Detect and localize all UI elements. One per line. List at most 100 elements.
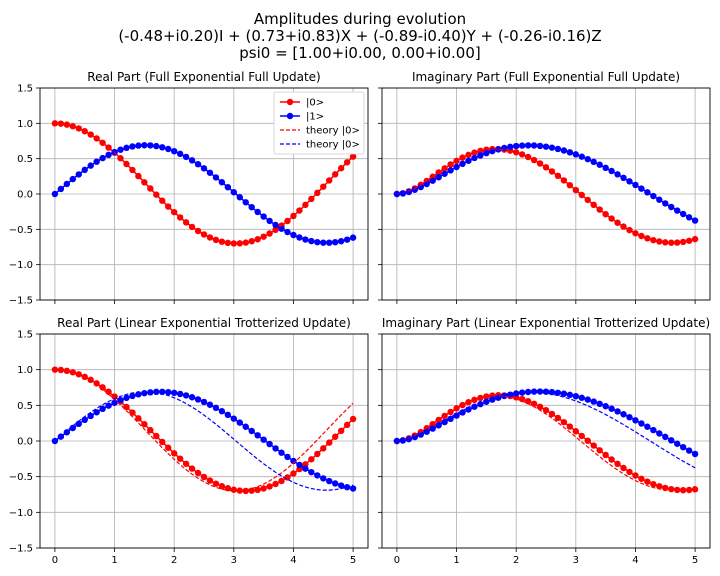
y-tick-label: 1.5 (17, 330, 33, 341)
data-point (141, 421, 148, 428)
data-point (254, 236, 261, 243)
data-point (662, 433, 669, 441)
data-point (602, 451, 609, 459)
data-point (578, 153, 585, 160)
data-point (326, 439, 333, 446)
data-point (399, 190, 407, 197)
data-point (465, 151, 472, 159)
data-point (668, 203, 675, 211)
y-tick-label: 0.5 (17, 401, 33, 412)
data-point (99, 384, 106, 391)
data-point (182, 392, 190, 399)
data-point (296, 461, 303, 469)
data-point (530, 400, 538, 407)
data-point (308, 456, 315, 463)
data-point (170, 389, 178, 397)
data-point (349, 415, 357, 423)
data-point (650, 480, 657, 488)
data-point (453, 412, 460, 419)
data-point (584, 437, 591, 444)
data-point (236, 419, 243, 426)
data-point (435, 422, 442, 429)
data-point (638, 475, 645, 482)
data-point (206, 234, 214, 241)
data-point (153, 432, 160, 440)
data-point (349, 485, 357, 492)
axes-frame (381, 333, 711, 549)
data-point (188, 394, 196, 401)
data-point (399, 437, 407, 444)
y-tick-label: 1.0 (17, 119, 33, 130)
data-point (447, 408, 454, 416)
data-point (590, 442, 597, 449)
figure-title-line-2: (-0.48+i0.20)I + (0.73+i0.83)X + (-0.89-… (118, 27, 601, 45)
data-point (51, 366, 59, 373)
axes-frame (39, 87, 369, 301)
data-point (254, 486, 261, 494)
data-point (566, 423, 574, 430)
data-point (308, 237, 315, 245)
data-point (63, 429, 71, 436)
data-point (332, 480, 339, 487)
data-point (685, 447, 693, 454)
theory-line-4 (54, 144, 354, 244)
data-point (242, 239, 249, 246)
data-point (614, 460, 621, 468)
data-point (512, 149, 520, 156)
data-point (620, 223, 627, 230)
data-point (626, 178, 633, 185)
data-point (290, 457, 297, 465)
data-point (656, 483, 663, 490)
y-tick-label: −1.5 (9, 296, 33, 307)
data-point (644, 423, 651, 430)
data-point (554, 414, 562, 422)
data-point (393, 437, 401, 445)
data-point (99, 405, 106, 413)
theory-line-4 (396, 144, 696, 222)
data-point (260, 485, 267, 492)
data-point (608, 405, 615, 412)
theory-line-3 (396, 395, 696, 491)
data-point (572, 428, 580, 435)
data-point (518, 395, 526, 403)
data-point (230, 415, 238, 422)
data-point (626, 226, 633, 234)
data-point (266, 440, 273, 448)
data-point (477, 394, 484, 402)
data-point (343, 421, 351, 429)
data-point (584, 155, 591, 163)
data-point (590, 158, 597, 166)
y-tick-label: −1.0 (9, 260, 33, 271)
x-tick-label: 1 (111, 555, 117, 566)
data-point (272, 445, 279, 452)
data-point (302, 465, 309, 472)
data-point (123, 394, 130, 402)
data-point (290, 231, 297, 239)
data-point (206, 401, 214, 408)
data-point (584, 396, 591, 403)
data-point (129, 392, 136, 400)
subplot-grid: Real Part (Full Exponential Full Update)… (9, 70, 711, 566)
data-point (662, 200, 669, 207)
data-point (302, 236, 309, 243)
data-point (507, 391, 514, 398)
data-point (691, 486, 699, 493)
data-point (536, 388, 544, 395)
data-point (206, 477, 214, 484)
data-point (518, 151, 526, 158)
data-point (75, 420, 82, 428)
data-point (314, 450, 321, 458)
y-tick-label: −1.0 (9, 508, 33, 519)
data-point (632, 230, 639, 237)
legend-marker (286, 98, 294, 106)
data-point (459, 401, 466, 409)
axes-frame (381, 87, 711, 301)
data-point (447, 167, 454, 174)
data-point (284, 453, 291, 461)
data-point (320, 475, 327, 482)
data-point (135, 415, 142, 422)
data-point (296, 234, 303, 241)
y-tick-label: 0.0 (17, 437, 33, 448)
data-point (290, 470, 297, 477)
data-point (314, 472, 321, 479)
